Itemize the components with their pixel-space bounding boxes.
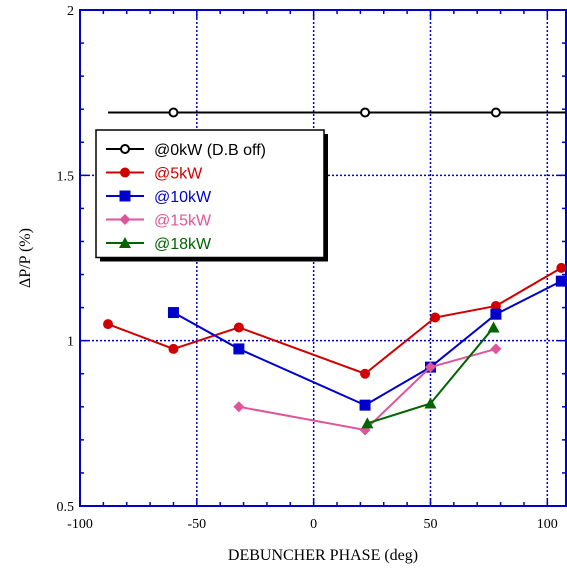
data-point [233,401,245,413]
data-point [490,308,502,320]
legend-marker [119,214,131,225]
data-point [103,319,114,330]
tick-labels: -100 -50 0 50 100 0.5 1 1.5 2 [57,4,558,532]
data-point [168,343,179,354]
legend-marker [119,190,131,202]
data-point [556,262,567,273]
x-tick-label: 50 [423,517,437,532]
plot-frame [79,9,567,507]
data-point [359,399,371,411]
x-tick-label: -100 [67,517,93,532]
series-2 [167,275,567,411]
y-tick-label: 0.5 [57,500,75,515]
data-point [167,307,179,319]
legend-label: @15kW [154,213,212,230]
series-line [238,347,497,432]
legend-marker [120,144,130,154]
data-point [360,368,371,379]
data-point [490,107,501,118]
data-point [555,275,567,287]
series-0 [108,107,566,118]
data-point [361,417,374,429]
data-point [430,312,441,323]
data-point [490,343,502,355]
y-axis-title: ΔP/P (%) [17,228,34,288]
legend-label: @0kW (D.B off) [154,142,266,159]
data-point [487,321,500,333]
legend-marker [120,167,130,178]
x-tick-label: -50 [187,517,206,532]
series-line [107,267,562,375]
legend-label: @18kW [154,236,212,253]
y-tick-label: 1.5 [57,169,75,184]
series-line [172,280,562,407]
data-point [424,361,436,373]
legend-marker [119,237,131,248]
legend: @0kW (D.B off) @5kW @10kW @15kW @18kW [95,129,328,262]
x-tick-label: 100 [537,517,558,532]
legend-box [95,129,325,259]
x-axis-title: DEBUNCHER PHASE (deg) [228,547,418,564]
axis-ticks [79,9,566,507]
data-point [168,107,179,118]
series-layer [103,107,567,436]
series-4 [361,321,500,429]
data-point [360,107,371,118]
legend-label: @5kW [154,166,203,183]
y-tick-label: 2 [67,4,74,19]
y-tick-label: 1 [67,335,74,350]
data-point [490,300,501,311]
legend-label: @10kW [154,189,212,206]
data-point [233,343,245,355]
data-point [424,397,437,409]
data-point [233,322,244,333]
series-1 [103,262,567,379]
x-tick-label: 0 [310,517,317,532]
